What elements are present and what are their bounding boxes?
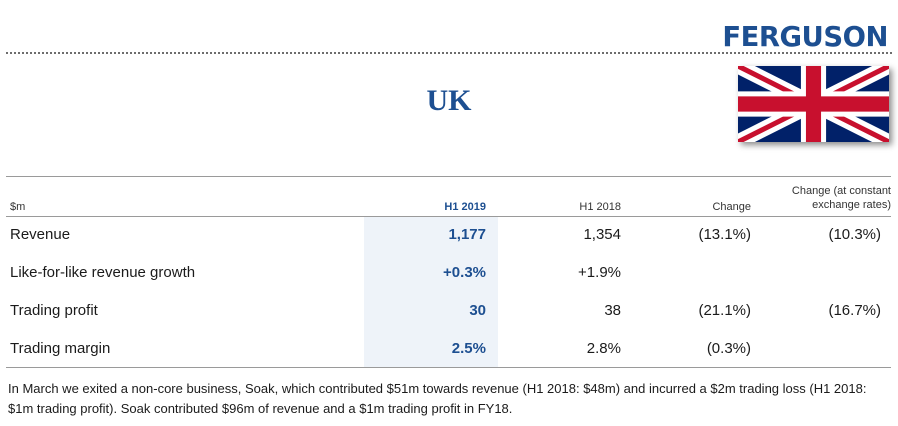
cell-h1-2019: 1,177 [448,226,486,243]
table-row-lfl-growth: Like-for-like revenue growth +0.3% +1.9% [6,254,891,292]
current-period-highlight [364,216,498,368]
column-header-change: Change [712,201,751,213]
cell-change-constant: (16.7%) [828,302,881,319]
cell-change: (0.3%) [706,340,751,357]
table-row-revenue: Revenue 1,177 1,354 (13.1%) (10.3%) [6,216,891,254]
table-row-trading-margin: Trading margin 2.5% 2.8% (0.3%) [6,330,891,368]
cell-h1-2019: 2.5% [451,340,486,357]
row-label: Like-for-like revenue growth [10,264,196,281]
ferguson-logo: FERGUSON [722,20,888,53]
cell-change: (13.1%) [698,226,751,243]
cell-h1-2018: 2.8% [586,340,621,357]
row-label: Revenue [10,226,71,243]
union-jack-flag-icon [738,66,889,142]
column-header-change-constant: Change (at constant exchange rates) [791,185,891,211]
column-header-unit: $m [10,201,26,213]
cell-h1-2018: 38 [604,302,621,319]
cell-change-constant: (10.3%) [828,226,881,243]
cell-h1-2019: +0.3% [443,264,486,281]
table-row-trading-profit: Trading profit 30 38 (21.1%) (16.7%) [6,292,891,330]
table-top-rule [6,176,891,177]
page-title: UK [426,84,472,117]
row-label: Trading profit [10,302,98,319]
cell-h1-2018: 1,354 [583,226,621,243]
header-divider [6,216,891,217]
column-header-h1-2018: H1 2018 [579,201,621,213]
results-table: $m H1 2019 H1 2018 Change Change (at con… [6,176,891,368]
cell-h1-2018: +1.9% [578,264,621,281]
table-bottom-rule [6,367,891,368]
row-label: Trading margin [10,340,111,357]
footnote-text: In March we exited a non-core business, … [8,381,867,416]
cell-change: (21.1%) [698,302,751,319]
dotted-divider [6,52,892,54]
column-header-h1-2019: H1 2019 [444,201,486,213]
cell-h1-2019: 30 [469,302,486,319]
